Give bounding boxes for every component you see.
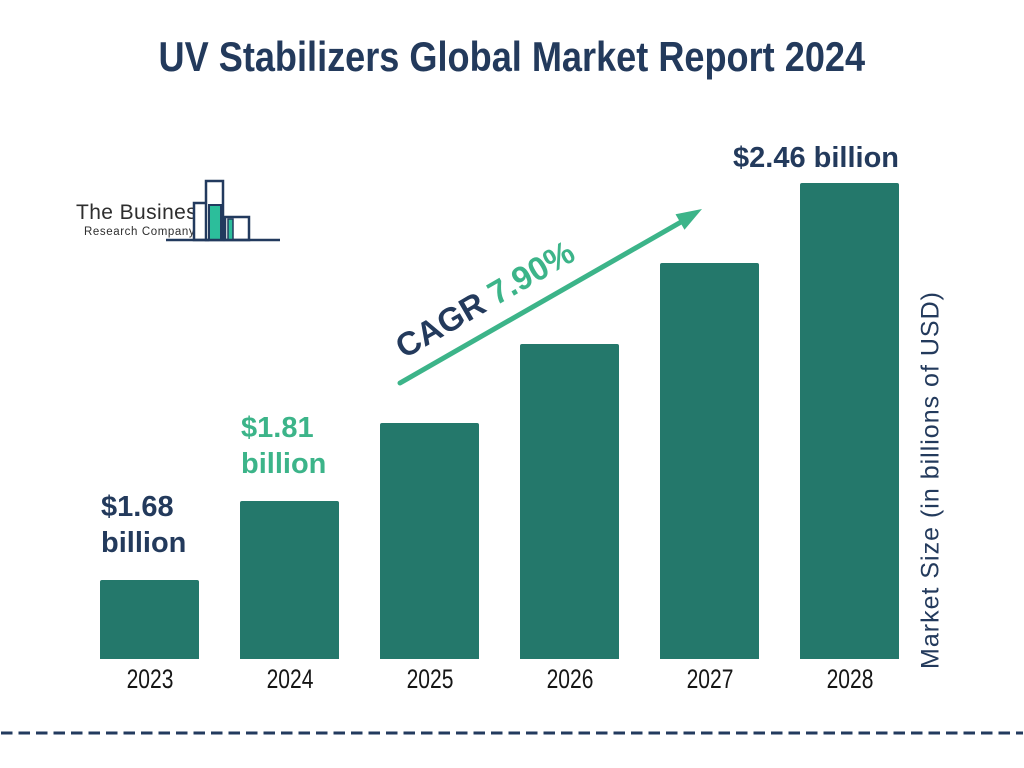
bar-2028 [800, 183, 899, 659]
bar-2025 [380, 423, 479, 659]
logo-bar-green [208, 204, 222, 241]
title-bar: UV Stabilizers Global Market Report 2024 [0, 33, 1024, 81]
x-tick-label-2026: 2026 [546, 664, 593, 694]
cagr-label: CAGR [389, 284, 492, 366]
x-tick-label-2023: 2023 [126, 664, 173, 694]
logo-name-text: The Business [76, 201, 209, 224]
x-tick-label-2027: 2027 [686, 664, 733, 694]
growth-arrow-head [675, 209, 702, 230]
logo-subname-text: Research Company [84, 226, 196, 238]
x-tick-label-2025: 2025 [406, 664, 453, 694]
page-title: UV Stabilizers Global Market Report 2024 [158, 33, 866, 80]
cagr-value: 7.90% [481, 233, 581, 312]
bar-2026 [520, 344, 619, 659]
logo-bar-green-small [227, 218, 234, 241]
x-tick-label-2024: 2024 [266, 664, 313, 694]
bar-2027 [660, 263, 759, 659]
bar-value-label-2024: $1.81 billion [241, 412, 327, 480]
bar-value-label-2023: $1.68 billion [101, 491, 187, 559]
logo-bars-icon [166, 179, 280, 242]
bar-2023 [100, 580, 199, 659]
bar-value-label-2028: $2.46 billion [733, 142, 899, 174]
x-tick-label-2028: 2028 [826, 664, 873, 694]
bar-2024 [240, 501, 339, 659]
y-axis-label: Market Size (in billions of USD) [916, 291, 945, 669]
